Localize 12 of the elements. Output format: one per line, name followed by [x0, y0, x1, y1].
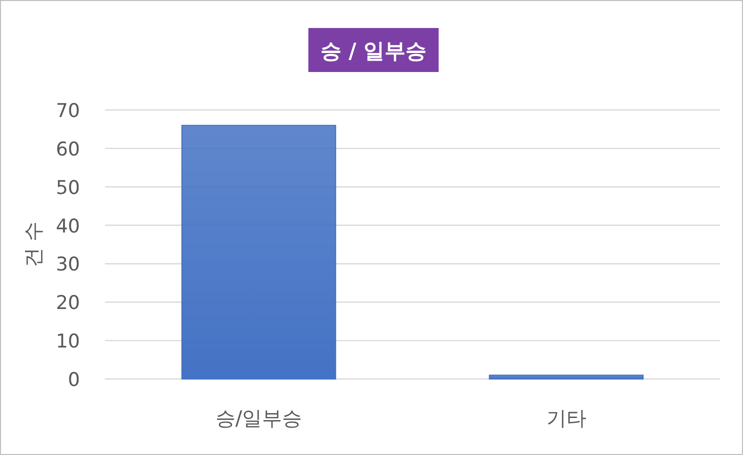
y-tick-label: 50	[56, 176, 80, 199]
y-tick-label: 70	[56, 100, 80, 122]
y-tick-label: 10	[56, 330, 80, 353]
y-tick-label: 60	[56, 138, 80, 160]
y-tick-label: 20	[56, 292, 80, 314]
y-tick-label: 0	[68, 369, 80, 391]
y-axis-title: 건 수	[21, 221, 45, 268]
x-tick-label: 기타	[546, 406, 586, 430]
x-tick-label: 승/일부승	[215, 406, 302, 430]
chart-title: 승 / 일부승	[320, 39, 427, 63]
y-tick-label: 30	[56, 254, 80, 276]
y-tick-label: 40	[56, 215, 80, 238]
